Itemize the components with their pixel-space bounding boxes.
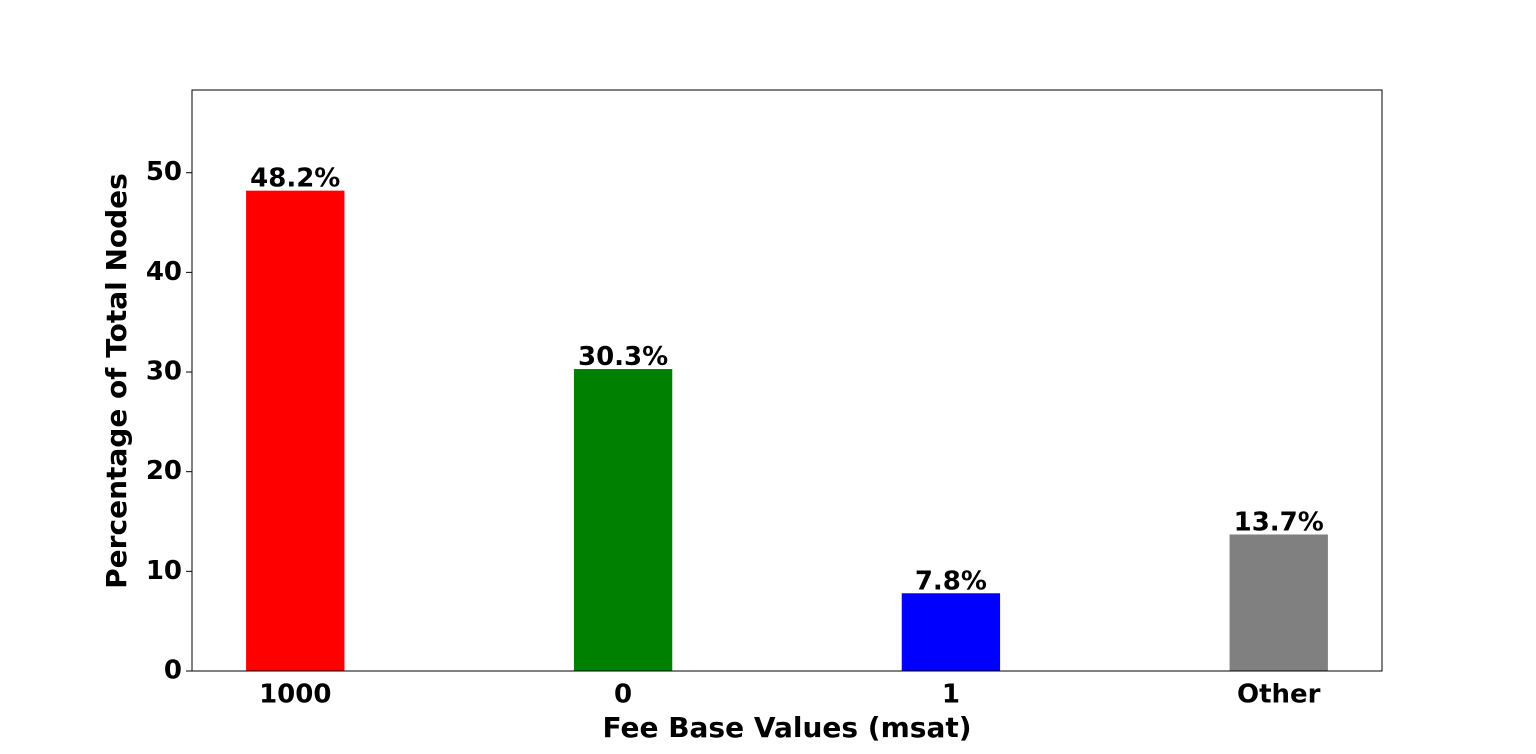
value-label: 48.2% [250, 164, 340, 194]
x-tick-label: 1000 [259, 680, 331, 710]
x-tick-label: 1 [942, 680, 960, 710]
y-tick-label: 50 [146, 157, 182, 187]
y-axis-label: Percentage of Total Nodes [100, 173, 133, 589]
x-tick-label: Other [1237, 680, 1321, 710]
x-tick-label: 0 [614, 680, 632, 710]
x-axis-label: Fee Base Values (msat) [602, 711, 971, 744]
y-tick-label: 40 [146, 257, 182, 287]
value-label: 13.7% [1234, 507, 1324, 537]
value-label: 30.3% [578, 342, 668, 372]
y-tick-label: 30 [146, 357, 182, 387]
bar [246, 190, 345, 672]
bar [1229, 534, 1328, 671]
y-tick-label: 10 [146, 556, 182, 586]
bar [901, 593, 1001, 671]
value-label: 7.8% [915, 566, 987, 596]
plot-frame [191, 89, 1383, 672]
y-tick-label: 0 [164, 656, 182, 686]
bar [573, 369, 673, 671]
y-tick-label: 20 [146, 456, 182, 486]
